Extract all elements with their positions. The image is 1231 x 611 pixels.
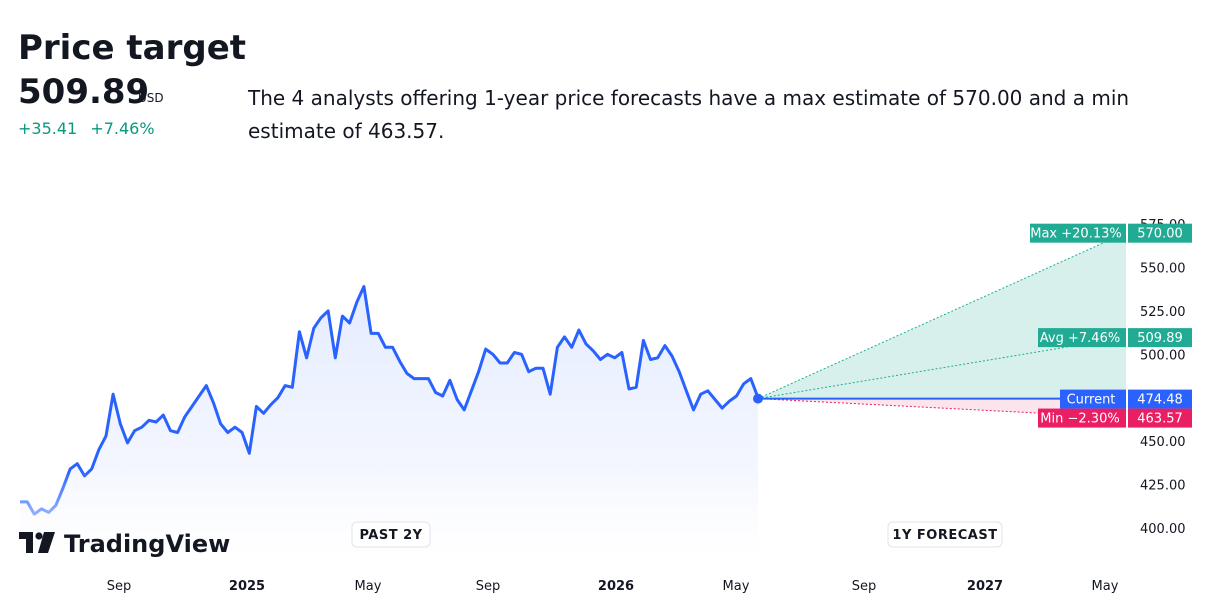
forecast-current-value-box <box>1128 389 1192 409</box>
forecast-min-line <box>757 398 1127 419</box>
forecast-description: The 4 analysts offering 1-year price for… <box>248 86 1130 143</box>
price-change-abs: +35.41 <box>18 119 78 138</box>
forecast-max-line <box>757 232 1127 400</box>
y-tick-label: 450.00 <box>1140 435 1186 450</box>
forecast-avg-value-box <box>1128 328 1192 348</box>
x-tick-label: 2026 <box>598 579 634 594</box>
forecast-period-label: 1Y FORECAST <box>892 528 997 543</box>
forecast-current-label: Current <box>1067 393 1116 408</box>
tradingview-logo-text: TradingView <box>64 530 230 558</box>
history-line <box>20 285 760 516</box>
page-title: Price target <box>18 28 247 68</box>
y-tick-label: 550.00 <box>1140 261 1186 276</box>
forecast-avg-label: Avg +7.46% <box>1040 331 1120 346</box>
forecast-max-value-box <box>1128 223 1192 243</box>
x-tick-label: 2027 <box>967 579 1003 594</box>
current-price: 509.89 <box>18 72 150 112</box>
y-tick-label: 525.00 <box>1140 305 1186 320</box>
x-tick-label: May <box>355 579 382 594</box>
past-period-label: PAST 2Y <box>359 528 422 543</box>
y-tick-label: 425.00 <box>1140 479 1186 494</box>
price-change: +35.41 +7.46% <box>18 119 163 138</box>
forecast-min-label: Min −2.30% <box>1040 412 1119 427</box>
current-price-dot <box>753 393 763 404</box>
y-tick-label: 500.00 <box>1140 348 1186 363</box>
forecast-avg-label-box <box>1038 328 1126 348</box>
forecast-avg-tag: Avg +7.46% 509.89 <box>1038 328 1192 348</box>
x-tick-label: Sep <box>476 579 501 594</box>
forecast-current-value: 474.48 <box>1137 393 1183 408</box>
forecast-current-label-box <box>1060 389 1126 409</box>
forecast-max-label-box <box>1030 223 1126 243</box>
forecast-min-value: 463.57 <box>1137 412 1183 427</box>
forecast-min-tag: Min −2.30% 463.57 <box>1038 408 1192 428</box>
currency-label: USD <box>138 91 164 105</box>
tradingview-logo[interactable]: TradingView <box>19 530 230 558</box>
y-tick-label: 400.00 <box>1140 522 1186 537</box>
x-tick-label: May <box>1092 579 1119 594</box>
x-tick-label: 2025 <box>229 579 265 594</box>
forecast-max-value: 570.00 <box>1137 227 1183 242</box>
x-tick-label: May <box>723 579 750 594</box>
forecast-avg-value: 509.89 <box>1137 331 1183 346</box>
forecast-period-pill: 1Y FORECAST <box>887 521 1003 548</box>
forecast-min-label-box <box>1038 408 1126 428</box>
forecast-max-tag: Max +20.13% 570.00 <box>1030 223 1192 243</box>
x-tick-label: Sep <box>107 579 132 594</box>
tradingview-logo-icon <box>19 532 55 553</box>
x-tick-label: Sep <box>852 579 877 594</box>
forecast-max-label: Max +20.13% <box>1030 227 1121 242</box>
past-period-pill: PAST 2Y <box>351 521 431 548</box>
forecast-current-tag: Current 474.48 <box>1060 389 1192 409</box>
price-change-pct: +7.46% <box>90 119 155 138</box>
forecast-min-value-box <box>1128 408 1192 428</box>
